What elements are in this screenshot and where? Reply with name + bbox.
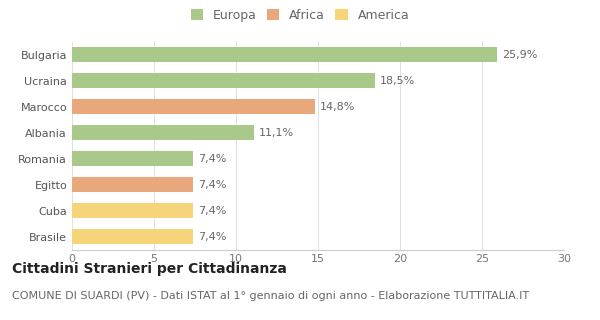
Bar bbox=[72, 229, 193, 244]
Text: 25,9%: 25,9% bbox=[502, 50, 537, 60]
Text: Cittadini Stranieri per Cittadinanza: Cittadini Stranieri per Cittadinanza bbox=[12, 262, 287, 276]
Text: 7,4%: 7,4% bbox=[198, 154, 227, 164]
Text: COMUNE DI SUARDI (PV) - Dati ISTAT al 1° gennaio di ogni anno - Elaborazione TUT: COMUNE DI SUARDI (PV) - Dati ISTAT al 1°… bbox=[12, 291, 529, 301]
Bar bbox=[72, 204, 193, 218]
Bar bbox=[72, 125, 254, 140]
Bar bbox=[72, 74, 376, 88]
Text: 14,8%: 14,8% bbox=[320, 102, 355, 112]
Text: 7,4%: 7,4% bbox=[198, 232, 227, 242]
Legend: Europa, Africa, America: Europa, Africa, America bbox=[188, 6, 412, 24]
Text: 7,4%: 7,4% bbox=[198, 205, 227, 216]
Bar bbox=[72, 178, 193, 192]
Text: 7,4%: 7,4% bbox=[198, 180, 227, 189]
Bar bbox=[72, 100, 315, 114]
Text: 18,5%: 18,5% bbox=[380, 76, 416, 86]
Bar bbox=[72, 151, 193, 166]
Text: 11,1%: 11,1% bbox=[259, 128, 294, 138]
Bar bbox=[72, 47, 497, 62]
